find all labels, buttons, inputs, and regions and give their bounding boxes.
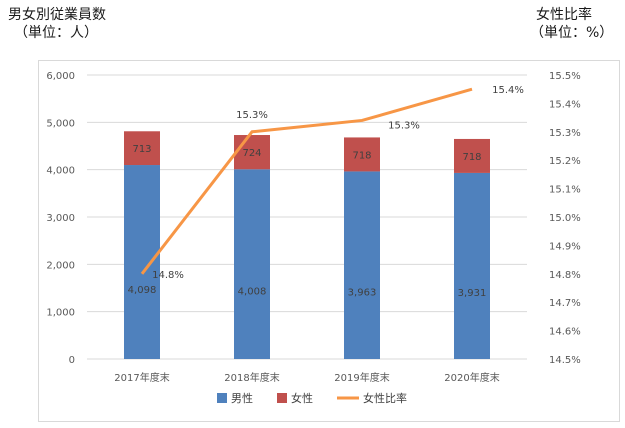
right-axis-tick-label: 14.5% — [549, 355, 581, 366]
bar-female — [124, 131, 160, 166]
right-axis-tick-label: 15.2% — [549, 156, 581, 167]
line-female-ratio — [140, 87, 473, 275]
left-axis-tick-label: 6,000 — [46, 71, 75, 82]
bar-male-data-label: 4,008 — [238, 287, 267, 298]
right-axis-unit: （単位：%） — [530, 25, 614, 41]
legend-label-ratio: 女性比率 — [363, 391, 407, 405]
right-axis-tick-label: 15.1% — [549, 185, 581, 196]
x-axis-tick-label: 2019年度末 — [334, 371, 389, 384]
right-axis-tick-label: 14.8% — [549, 270, 581, 281]
right-axis-tick-label: 14.7% — [549, 298, 581, 309]
line-point-label: 15.3% — [388, 120, 420, 131]
legend-swatch-female — [277, 393, 287, 403]
bar-female — [454, 138, 490, 173]
legend-swatch-male — [217, 393, 227, 403]
left-axis-tick-label: 4,000 — [46, 166, 75, 177]
left-axis-tick-label: 5,000 — [46, 118, 75, 129]
bar-male — [124, 165, 160, 359]
left-axis-unit: （単位：人） — [14, 25, 98, 41]
legend-label-male: 男性 — [231, 391, 253, 405]
bar-female — [234, 135, 270, 170]
bar-male-data-label: 3,963 — [348, 287, 377, 298]
combo-chart: 0 1,000 2,000 3,000 4,000 5,000 6,000 14.5% 14.6… — [46, 71, 581, 405]
left-axis-tick-label: 2,000 — [46, 260, 75, 271]
right-axis-tick-label: 15.4% — [549, 99, 581, 110]
bar-female-data-label: 718 — [462, 152, 481, 163]
right-axis-tick-label: 15.3% — [549, 128, 581, 139]
bar-male — [454, 172, 490, 359]
right-axis-tick-label: 14.9% — [549, 241, 581, 252]
x-axis-tick-label: 2020年度末 — [444, 371, 499, 384]
legend-label-female: 女性 — [291, 391, 313, 405]
bar-male — [234, 169, 270, 359]
chart-frame: 0 1,000 2,000 3,000 4,000 5,000 6,000 14.5% 14.6… — [38, 60, 620, 422]
bar-female-data-label: 718 — [352, 150, 371, 161]
bar-female-data-label: 724 — [242, 148, 261, 159]
left-axis-tick-label: 3,000 — [46, 213, 75, 224]
left-axis-title: 男女別従業員数 — [8, 7, 106, 23]
line-point-label: 14.8% — [152, 270, 184, 281]
bar-male-data-label: 3,931 — [458, 288, 487, 299]
bar-male — [344, 171, 380, 359]
left-axis-tick-label: 0 — [69, 355, 75, 366]
line-point-label: 15.3% — [236, 110, 268, 121]
left-axis-tick-label: 1,000 — [46, 308, 75, 319]
right-axis-tick-label: 15.5% — [549, 71, 581, 82]
right-axis-tick-label: 15.0% — [549, 213, 581, 224]
right-axis-tick-label: 14.6% — [549, 327, 581, 338]
x-axis-tick-label: 2018年度末 — [224, 371, 279, 384]
bar-female — [344, 137, 380, 172]
right-axis-title: 女性比率 — [536, 7, 592, 23]
line-point-label: 15.4% — [492, 85, 524, 96]
bar-male-data-label: 4,098 — [128, 285, 157, 296]
x-axis-tick-label: 2017年度末 — [114, 371, 169, 384]
bar-female-data-label: 713 — [132, 144, 151, 155]
